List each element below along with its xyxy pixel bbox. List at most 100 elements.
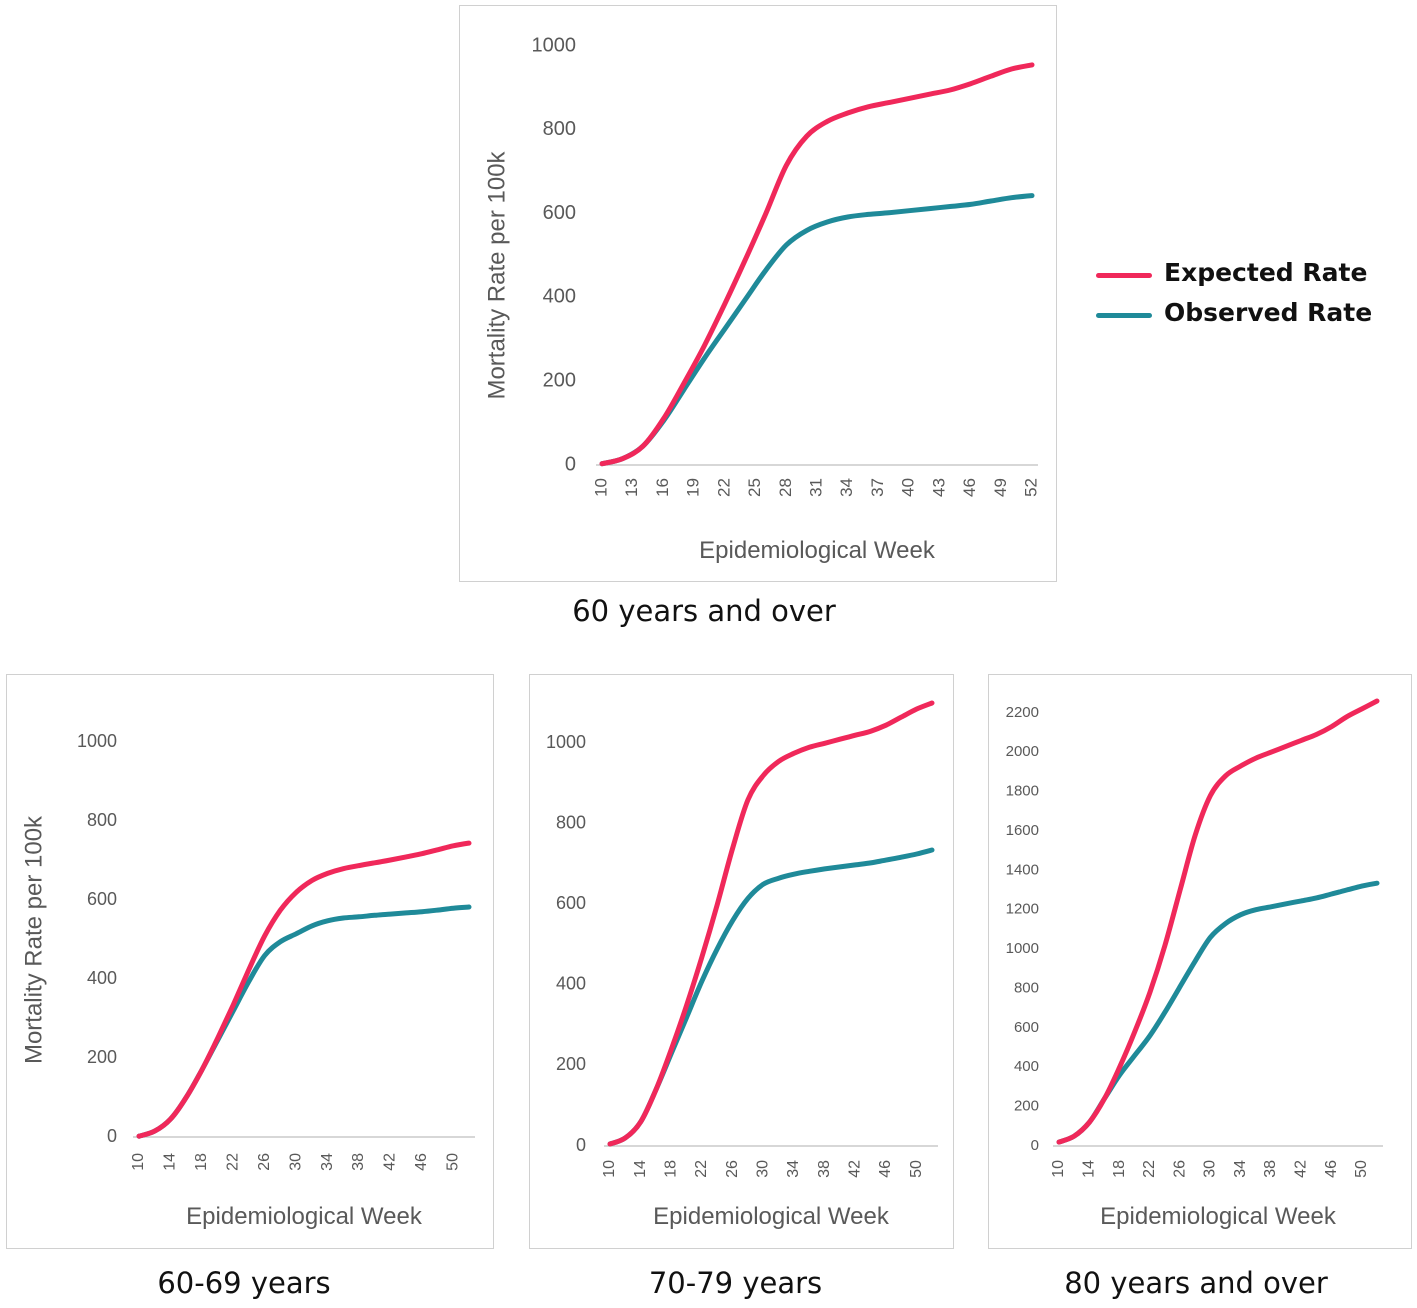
x-axis-label: Epidemiological Week [186,1203,423,1230]
y-tick-label: 400 [543,286,576,308]
x-tick-label: 26 [1171,1160,1188,1178]
x-tick-label: 13 [622,478,641,497]
x-tick-label: 42 [847,1160,864,1178]
y-tick-label: 1600 [1006,822,1039,839]
x-tick-label: 30 [755,1160,772,1178]
series-line-expected [1056,698,1380,1145]
x-tick-label: 10 [1050,1160,1067,1178]
y-tick-label: 400 [87,968,117,988]
x-tick-label: 34 [1232,1160,1249,1178]
x-tick-label: 52 [1021,478,1040,497]
series-line-observed [136,904,472,1139]
x-tick-label: 49 [991,478,1010,497]
x-tick-label: 26 [724,1160,741,1178]
y-tick-label: 0 [107,1126,117,1146]
x-tick-label: 16 [653,478,672,497]
x-tick-label: 22 [1141,1160,1158,1178]
x-tick-label: 14 [632,1160,649,1178]
x-tick-label: 42 [382,1153,399,1171]
x-tick-label: 34 [837,478,856,497]
chart-60-and-over: 0 200 400 600 800 1000 10 13 16 19 22 25 28 31 34 37 40 4… [483,34,1040,564]
series-line-expected [136,840,472,1139]
chart-caption-80-and-over: 80 years and over [1064,1266,1328,1300]
x-tick-label: 28 [776,478,795,497]
x-tick-label: 30 [287,1153,304,1171]
series-line-expected [607,700,935,1147]
x-tick-label: 38 [350,1153,367,1171]
legend-label-observed: Observed Rate [1164,298,1373,327]
y-tick-label: 200 [556,1054,586,1074]
x-tick-label: 10 [130,1153,147,1171]
legend-swatch-observed [1096,313,1152,318]
x-axis-label: Epidemiological Week [653,1203,890,1230]
chart-panel-80-and-over: 0 200 400 600 800 1000 1200 1400 1600 1800 2000 220… [988,674,1412,1249]
x-tick-label: 37 [868,478,887,497]
y-tick-label: 1200 [1006,901,1039,918]
chart-70-79: 0 200 400 600 800 1000 10 14 18 22 26 30 34 38 42 46 50 E… [546,700,938,1230]
y-tick-label: 0 [1031,1137,1039,1154]
x-tick-label: 46 [960,478,979,497]
chart-panel-60-69: 0 200 400 600 800 1000 10 14 18 22 26 30 34 38 42 46 50 E… [6,674,494,1249]
y-tick-label: 2200 [1006,704,1039,721]
y-tick-label: 2000 [1006,743,1039,760]
x-tick-label: 26 [256,1153,273,1171]
series-line-observed [1056,880,1380,1145]
x-tick-label: 30 [1202,1160,1219,1178]
x-tick-label: 40 [899,478,918,497]
x-tick-label: 50 [1353,1160,1370,1178]
x-axis-label: Epidemiological Week [699,537,936,564]
x-tick-label: 19 [684,478,703,497]
x-tick-label: 34 [785,1160,802,1178]
y-tick-label: 800 [556,813,586,833]
x-tick-label: 50 [445,1153,462,1171]
x-tick-label: 34 [319,1153,336,1171]
legend-swatch-expected [1096,273,1152,278]
y-tick-label: 1000 [546,732,586,752]
x-tick-label: 22 [225,1153,242,1171]
x-tick-label: 10 [601,1160,618,1178]
y-tick-label: 1400 [1006,861,1039,878]
chart-80-and-over: 0 200 400 600 800 1000 1200 1400 1600 1800 2000 220… [1006,698,1383,1230]
x-tick-label: 25 [745,478,764,497]
y-tick-label: 400 [1014,1058,1039,1075]
x-tick-label: 22 [714,478,733,497]
x-tick-label: 18 [193,1153,210,1171]
chart-panel-70-79: 0 200 400 600 800 1000 10 14 18 22 26 30 34 38 42 46 50 E… [529,674,954,1249]
y-tick-label: 600 [556,893,586,913]
x-tick-label: 10 [591,478,610,497]
chart-caption-60-and-over: 60 years and over [572,594,836,628]
y-axis-label: Mortality Rate per 100k [20,815,47,1064]
y-tick-label: 1000 [77,731,117,751]
chart-caption-70-79: 70-79 years [648,1266,823,1300]
series-line-observed [607,847,935,1147]
y-tick-label: 200 [87,1047,117,1067]
y-tick-label: 800 [543,118,576,140]
y-tick-label: 400 [556,974,586,994]
y-tick-label: 1800 [1006,783,1039,800]
x-tick-label: 22 [693,1160,710,1178]
chart-panel-60-and-over: 0 200 400 600 800 1000 10 13 16 19 22 25 28 31 34 37 40 4… [459,5,1057,582]
series-line-observed [599,193,1035,467]
x-tick-label: 46 [1323,1160,1340,1178]
chart-caption-60-69: 60-69 years [157,1266,331,1300]
y-tick-label: 800 [87,810,117,830]
y-axis-label: Mortality Rate per 100k [483,150,510,399]
y-tick-label: 200 [543,369,576,391]
x-tick-label: 46 [877,1160,894,1178]
x-tick-label: 38 [816,1160,833,1178]
x-tick-label: 38 [1262,1160,1279,1178]
y-tick-label: 200 [1014,1098,1039,1115]
x-tick-label: 50 [908,1160,925,1178]
x-tick-label: 18 [1111,1160,1128,1178]
series-line-expected [599,62,1035,467]
y-tick-label: 600 [543,202,576,224]
x-tick-label: 42 [1293,1160,1310,1178]
y-tick-label: 600 [87,889,117,909]
x-tick-label: 31 [806,478,825,497]
y-tick-label: 1000 [532,34,577,56]
y-tick-label: 800 [1014,979,1039,996]
y-tick-label: 0 [565,453,576,475]
chart-60-69: 0 200 400 600 800 1000 10 14 18 22 26 30 34 38 42 46 50 E… [20,731,475,1230]
x-tick-label: 14 [162,1153,179,1171]
y-tick-label: 600 [1014,1019,1039,1036]
